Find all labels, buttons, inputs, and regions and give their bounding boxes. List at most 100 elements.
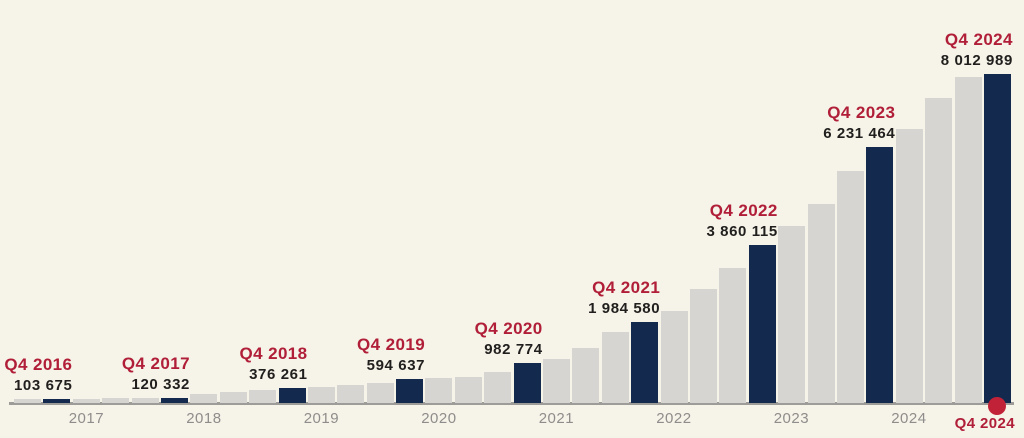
bar-group-q1-2018 [190,393,218,403]
q4-callout-value: 3 860 115 [706,222,778,240]
endpoint-label: Q4 2024 [954,415,1015,432]
q4-callout-title: Q4 2018 [239,343,308,363]
q4-callout: Q4 2016 103 675 [4,356,72,393]
q4-callout-value: 594 637 [366,356,426,374]
q4-callout-value: 120 332 [131,376,190,394]
bars-container: Q4 2016 103 675 Q4 2017 120 332 Q4 2018 376 2… [4,31,1012,415]
endpoint-dot [988,397,1007,415]
q4-callout: Q4 2017 120 332 [122,355,190,392]
year-tick-label: 2020 [421,410,457,427]
q4-callout-title: Q4 2021 [592,277,661,297]
q4-callout-title: Q4 2020 [474,318,543,338]
q4-callout-title: Q4 2017 [121,354,190,374]
bar-group-q4-2020: Q4 2020 982 774 [475,320,542,403]
quarter-bar [219,391,247,403]
q4-callout-title: Q4 2016 [4,354,73,374]
q4-bar [160,398,188,403]
q4-callout-title: Q4 2024 [944,30,1013,49]
quarter-bar [807,203,835,403]
bar-group-q1-2022 [660,311,688,403]
bar-group-q1-2017 [72,398,100,403]
quarter-bar [689,288,717,403]
x-axis-line [9,402,1014,405]
q4-bar [278,387,306,403]
bar-group-q4-2021: Q4 2021 1 984 580 [588,279,660,403]
quarter-bar [14,399,41,403]
q4-callout-value: 376 261 [249,365,308,383]
bar-group-q1-2021 [543,359,571,403]
bar-group-q4-2017: Q4 2017 120 332 [122,355,190,403]
bar-group-q3-2020 [484,371,512,403]
quarter-bar [102,398,130,403]
q4-callout-value: 6 231 464 [823,125,896,143]
bar-group-q1-2024 [895,129,923,403]
q4-bar [43,398,71,403]
bar-group-q2-2017 [102,398,130,403]
quarter-bar [543,359,571,403]
q4-callout: Q4 2019 594 637 [357,336,425,373]
bar-group-q1-2020 [425,378,453,403]
q4-bar [396,378,424,403]
q4-bar [866,147,894,403]
bar-group-q4-2019: Q4 2019 594 637 [357,336,425,403]
quarter-bar [895,129,923,403]
bar-group-q1-2023 [778,226,806,403]
bar-group-q3-2016 [14,399,41,403]
q4-bar [748,244,776,403]
quarter-bar [660,311,688,403]
quarter-bar [601,332,629,403]
quarter-bar [925,97,953,403]
quarter-bar [778,226,806,403]
bar-group-q4-2023: Q4 2023 6 231 464 [823,104,895,403]
bar-group-q2-2023 [807,203,835,403]
quarter-bar [954,77,982,403]
bar-group-q3-2021 [601,332,629,403]
year-tick-label: 2023 [773,410,810,427]
bar-group-q3-2024 [954,77,982,403]
bar-group-q2-2021 [572,348,600,403]
quarter-bar [337,385,365,403]
q4-bar [513,362,541,403]
bar-group-q2-2022 [689,288,717,403]
q4-callout: Q4 2023 6 231 464 [823,104,895,141]
q4-callout-title: Q4 2023 [827,103,896,123]
q4-callout-value: 103 675 [13,376,73,394]
quarter-bar [572,348,600,403]
quarter-bar [131,398,159,403]
quarter-bar [425,378,453,403]
bar-group-q3-2017 [131,398,159,403]
bar-group-q3-2022 [719,267,747,403]
q4-callout-value: 8 012 989 [940,52,1013,69]
bar-group-q4-2018: Q4 2018 376 261 [239,345,307,403]
bar-group-q3-2023 [836,171,864,403]
bar-group-q2-2018 [219,391,247,403]
q4-callout-title: Q4 2022 [709,200,778,220]
quarter-bar [190,393,218,403]
q4-callout: Q4 2022 3 860 115 [706,202,777,239]
bar-group-q4-2022: Q4 2022 3 860 115 [706,202,777,403]
q4-bar [983,74,1011,403]
quarter-bar [484,371,512,403]
quarter-bar [72,398,100,403]
bar-group-q4-2016: Q4 2016 103 675 [4,356,72,403]
bar-group-q3-2019 [366,382,394,403]
quarter-bar [307,386,335,403]
bar-group-q3-2018 [249,389,277,403]
q4-callout-value: 982 774 [484,340,543,358]
q4-callout: Q4 2020 982 774 [475,320,543,357]
q4-callout-value: 1 984 580 [588,299,661,317]
year-tick-label: 2018 [186,410,222,427]
year-tick-label: 2019 [303,410,340,427]
year-tick-label: 2021 [538,410,575,427]
quarter-bar [719,267,747,403]
year-tick-label: 2017 [68,410,105,427]
bar-group-q2-2020 [454,376,482,403]
quarter-bar [454,376,482,403]
q4-callout: Q4 2024 8 012 989 [941,31,1013,68]
q4-callout-title: Q4 2019 [357,334,426,354]
bar-group-q2-2024 [925,97,953,403]
year-tick-label: 2022 [656,410,692,427]
bar-group-q2-2019 [337,385,365,403]
bar-group-q4-2024: Q4 2024 8 012 989 [941,31,1012,415]
